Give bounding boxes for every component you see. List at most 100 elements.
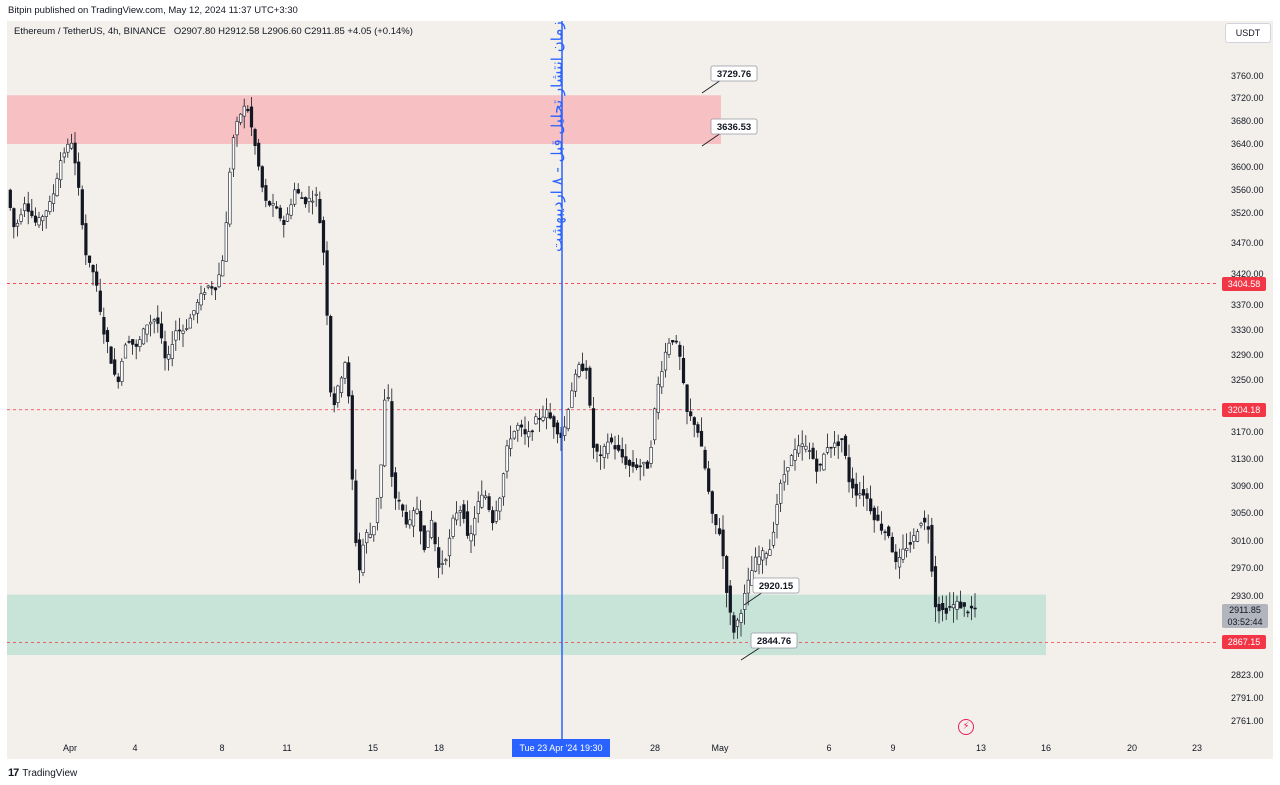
candle-body	[95, 271, 99, 286]
bottom-bar	[0, 759, 1280, 785]
candle-body	[422, 525, 426, 551]
candle-body	[350, 395, 354, 480]
candle-body	[206, 285, 210, 288]
candle-body	[123, 344, 128, 359]
candle-body	[379, 464, 383, 498]
price-tick-label: 2970.00	[1231, 563, 1264, 573]
candle-body	[411, 510, 416, 527]
candle-body	[365, 532, 369, 544]
candle-body	[159, 323, 164, 339]
candle-body	[671, 340, 675, 343]
callout-pointer	[701, 132, 722, 147]
candle-body	[357, 539, 362, 571]
price-tick-label: 3760.00	[1231, 71, 1264, 81]
candle-body	[12, 208, 16, 228]
candle-body	[260, 166, 264, 188]
candle-body	[217, 274, 221, 288]
candle-body	[113, 359, 117, 375]
candle-body	[926, 526, 930, 530]
candle-body	[649, 447, 653, 464]
candle-body	[933, 566, 938, 608]
candle-body	[239, 113, 243, 123]
candle-body	[156, 317, 160, 324]
zones-layer	[7, 95, 1046, 656]
candle-body	[771, 531, 776, 546]
candle-body	[242, 105, 246, 117]
candle-body	[545, 409, 549, 419]
tradingview-logo[interactable]: 17 TradingView	[8, 767, 77, 779]
candle-body	[858, 493, 862, 496]
candle-body	[505, 445, 509, 472]
candle-body	[8, 189, 12, 208]
candle-body	[62, 152, 66, 158]
candle-body	[905, 548, 909, 551]
candle-body	[455, 512, 459, 521]
candle-body	[930, 524, 934, 572]
candle-body	[548, 412, 552, 419]
candle-body	[487, 496, 491, 510]
candles-layer	[8, 96, 977, 640]
candle-body	[473, 517, 477, 536]
candle-body	[685, 384, 689, 412]
candle-body	[318, 198, 322, 224]
candle-body	[311, 200, 315, 203]
candle-body	[491, 510, 495, 524]
candle-body	[386, 397, 390, 399]
candle-body	[516, 425, 520, 431]
level-badge: 3204.18	[1222, 402, 1266, 417]
candle-body	[674, 340, 678, 343]
candle-body	[570, 390, 574, 408]
time-tick-label: 8	[219, 743, 224, 753]
candle-body	[120, 361, 124, 382]
candle-body	[476, 501, 480, 514]
candle-body	[465, 511, 470, 536]
candle-body	[105, 330, 110, 342]
candle-body	[393, 472, 398, 499]
candle-body	[836, 441, 840, 446]
callout-label: 3636.53	[717, 122, 751, 133]
candle-body	[714, 514, 718, 526]
candle-body	[566, 409, 570, 430]
candle-body	[167, 354, 171, 360]
candle-body	[397, 499, 401, 502]
candle-body	[307, 197, 311, 202]
candle-body	[429, 519, 434, 538]
candle-body	[797, 445, 801, 454]
candle-body	[653, 408, 657, 441]
time-tick-label: 18	[434, 743, 444, 753]
candle-body	[145, 324, 149, 335]
alert-bolt-icon[interactable]: ⚡	[958, 719, 974, 735]
candle-body	[563, 426, 567, 436]
candle-body	[599, 454, 603, 457]
symbol-name: Ethereum / TetherUS, 4h, BINANCE	[14, 26, 166, 37]
candle-body	[221, 260, 225, 277]
candle-body	[203, 292, 207, 295]
currency-selector[interactable]: USDT	[1225, 23, 1271, 43]
candle-body	[707, 468, 711, 492]
candle-body	[444, 559, 448, 562]
candle-body	[782, 474, 786, 483]
candle-body	[102, 317, 106, 335]
publisher-credit: Bitpin published on TradingView.com, May…	[8, 5, 298, 16]
candle-body	[257, 142, 261, 167]
candle-body	[48, 201, 52, 212]
candle-body	[833, 442, 837, 448]
price-tick-label: 3130.00	[1231, 454, 1264, 464]
candle-body	[552, 416, 556, 428]
candle-body	[426, 530, 430, 548]
candle-body	[303, 197, 308, 205]
candle-body	[847, 457, 851, 483]
candle-body	[768, 549, 772, 556]
candle-body	[66, 143, 70, 153]
current-price: 2911.85	[1229, 605, 1261, 615]
callouts-layer: 3729.76 3636.53 2920.15 2844.76	[701, 65, 800, 661]
candle-body	[44, 210, 48, 217]
candle-body	[512, 431, 516, 439]
candle-body	[26, 203, 30, 212]
candle-body	[15, 222, 20, 227]
candle-body	[541, 416, 545, 421]
candle-body	[480, 494, 484, 508]
candle-body	[278, 207, 282, 219]
candle-body	[149, 321, 153, 325]
